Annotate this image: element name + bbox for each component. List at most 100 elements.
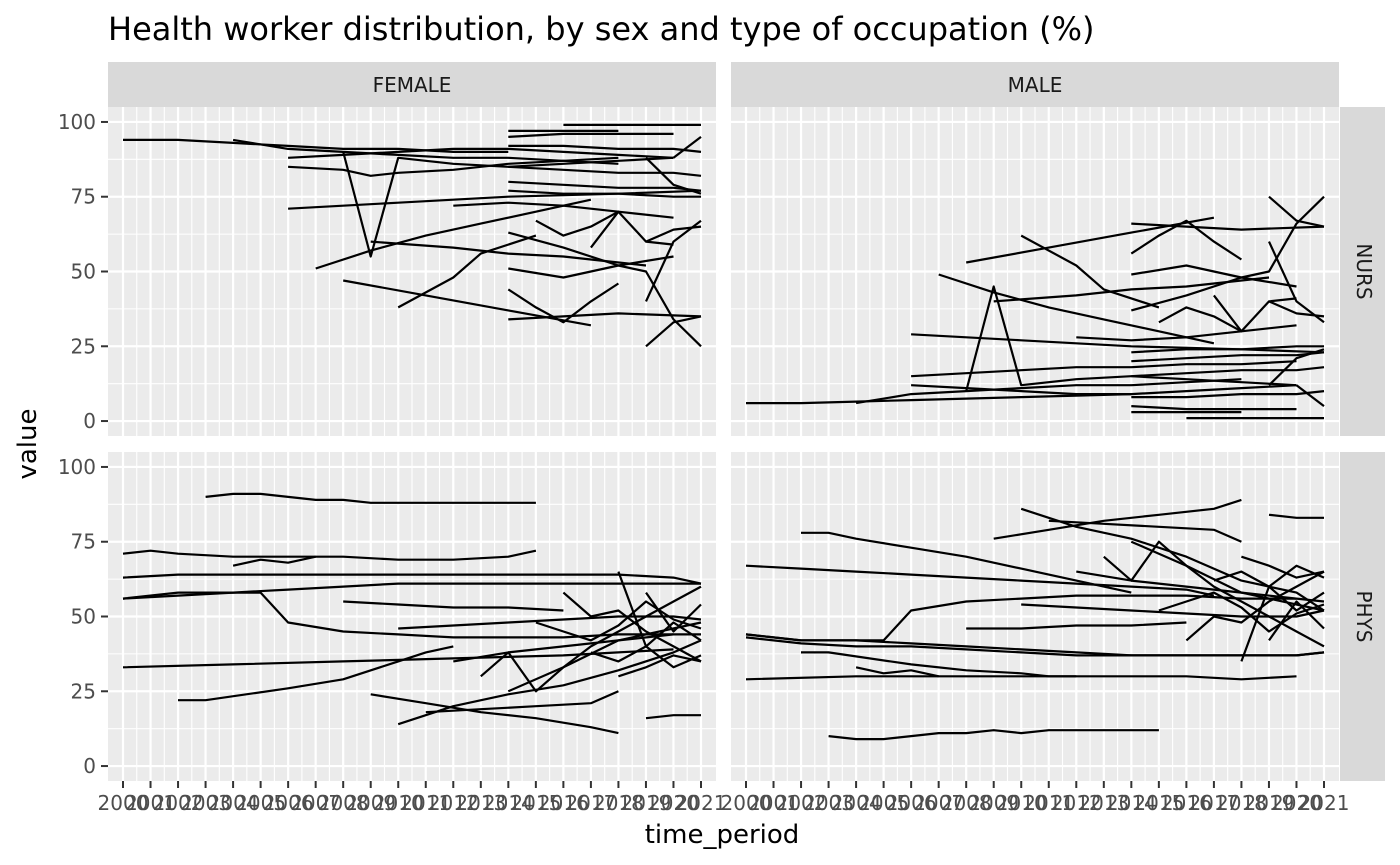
series-line — [645, 714, 701, 720]
series-line — [1076, 570, 1297, 600]
facet-label-nurs: NURS — [1352, 243, 1376, 299]
series-line — [398, 615, 702, 630]
panel-female-nurs — [108, 107, 716, 436]
series-line — [645, 591, 702, 633]
series-line — [425, 690, 619, 714]
facet-strip-phys — [1340, 452, 1385, 781]
y-axis-title: value — [13, 408, 43, 479]
y-tick-label: 50 — [71, 260, 96, 284]
x-tick-label: 2011 — [400, 791, 451, 815]
x-tick-label: 2017 — [565, 791, 616, 815]
x-tick-label: 2006 — [886, 791, 937, 815]
series-line — [745, 564, 1215, 597]
series-line — [1268, 300, 1325, 318]
x-tick-label: 2020 — [648, 791, 699, 815]
facet-strip-female — [108, 62, 716, 107]
y-tick-label: 100 — [58, 110, 96, 134]
series-line — [507, 621, 702, 693]
series-line — [122, 591, 701, 639]
series-line — [938, 273, 1215, 345]
x-tick-label: 2012 — [1051, 791, 1102, 815]
series-line — [617, 571, 702, 648]
series-line — [1213, 294, 1297, 333]
x-tick-label: 2000 — [98, 791, 149, 815]
series-line — [801, 531, 1132, 594]
x-tick-label: 2009 — [345, 791, 396, 815]
series-line — [453, 201, 674, 219]
x-tick-label: 2012 — [428, 791, 479, 815]
series-line — [993, 498, 1242, 540]
series-line — [535, 600, 702, 642]
x-tick-label: 2016 — [1161, 791, 1212, 815]
series-line — [618, 654, 702, 678]
x-tick-label: 2007 — [913, 791, 964, 815]
series-line — [1131, 375, 1297, 387]
x-tick-label: 2013 — [455, 791, 506, 815]
series-line — [288, 189, 702, 210]
x-tick-label: 2004 — [208, 791, 259, 815]
series-line — [618, 264, 702, 348]
x-tick-label: 2019 — [620, 791, 671, 815]
series-line — [1268, 348, 1325, 386]
x-tick-label: 2001 — [748, 791, 799, 815]
series-line — [123, 138, 509, 153]
series-line — [288, 147, 674, 159]
x-axis-title: time_period — [645, 820, 800, 850]
x-tick-label: 2004 — [831, 791, 882, 815]
series-line — [1241, 195, 1325, 279]
facet-strip-male — [731, 62, 1339, 107]
series-line — [672, 136, 702, 159]
y-tick-label: 100 — [58, 455, 96, 479]
series-line — [205, 492, 536, 504]
series-line — [1131, 276, 1242, 312]
series-line — [178, 645, 454, 702]
x-tick-label: 2005 — [235, 791, 286, 815]
series-line — [315, 198, 592, 270]
x-tick-label: 2001 — [125, 791, 176, 815]
facet-label-phys: PHYS — [1352, 590, 1376, 642]
x-tick-label: 2013 — [1078, 791, 1129, 815]
panel-male-phys — [731, 452, 1339, 781]
x-tick-label: 2018 — [593, 791, 644, 815]
series-line — [508, 132, 674, 138]
series-line — [911, 384, 1297, 396]
series-line — [1076, 324, 1297, 342]
plot-layer: FEMALE MALE NURS PHYS 0 25 50 75 100 0 25 50 75 100 20… — [58, 62, 1385, 815]
series-line — [1158, 591, 1325, 633]
series-line — [1130, 540, 1325, 612]
series-line — [397, 234, 537, 309]
y-tick-label: 75 — [71, 185, 96, 209]
series-line — [1295, 384, 1325, 407]
series-line — [1185, 570, 1325, 642]
series-line — [911, 360, 1297, 378]
x-tick-label: 2011 — [1023, 791, 1074, 815]
series-line — [1020, 507, 1325, 612]
series-line — [480, 585, 702, 693]
y-tick-label: 75 — [71, 530, 96, 554]
y-tick-label: 0 — [83, 409, 96, 433]
x-tick-label: 2015 — [1133, 791, 1184, 815]
x-tick-label: 2002 — [153, 791, 204, 815]
x-tick-label: 2017 — [1188, 791, 1239, 815]
series-line — [1268, 513, 1324, 519]
x-tick-label: 2008 — [941, 791, 992, 815]
series-line — [1268, 195, 1325, 228]
series-line — [645, 157, 702, 195]
facet-strip-nurs — [1340, 107, 1385, 436]
y-tick-label: 25 — [71, 679, 96, 703]
x-tick-label: 2008 — [318, 791, 369, 815]
y-tick-label: 0 — [83, 754, 96, 778]
series-line — [1131, 405, 1297, 411]
x-tick-label: 2007 — [290, 791, 341, 815]
x-tick-label: 2010 — [373, 791, 424, 815]
series-line — [911, 333, 1325, 354]
x-tick-label: 2003 — [803, 791, 854, 815]
series-line — [122, 573, 702, 585]
series-line — [801, 651, 1077, 678]
series-line — [855, 378, 1242, 405]
series-line — [590, 210, 674, 249]
x-tick-label: 2014 — [1106, 791, 1157, 815]
series-line — [1240, 585, 1325, 662]
series-line — [828, 729, 1159, 741]
